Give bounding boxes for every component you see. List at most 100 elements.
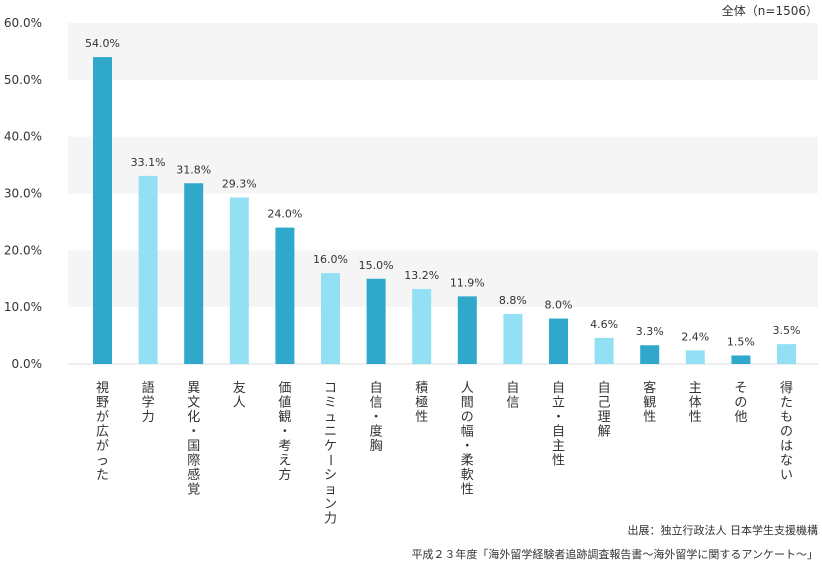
category-char: も (780, 410, 793, 425)
category-char: 信 (370, 396, 383, 411)
category-label: その他 (734, 381, 747, 425)
source-note: 出展：独立行政法人 日本学生支援機構 (627, 524, 819, 537)
bar-value-label: 31.8% (176, 163, 211, 176)
y-tick-label: 0.0% (12, 357, 43, 371)
category-char: 胸 (370, 439, 383, 454)
bar (321, 273, 340, 364)
x-axis-labels: 視野が広がった語学力異文化・国際感覚友人価値観・考え方コミュニケーション力自信・… (96, 380, 793, 527)
bar-value-label: 8.0% (545, 299, 573, 312)
bar-value-label: 16.0% (313, 253, 348, 266)
bar-value-label: 3.5% (773, 324, 801, 337)
category-char: 性 (415, 410, 428, 425)
category-char: え (278, 454, 291, 469)
category-char: 得 (780, 380, 793, 396)
category-label: 自信 (506, 381, 519, 411)
category-label: 積極性 (415, 381, 428, 425)
bar (275, 227, 295, 364)
category-char: 人 (461, 381, 474, 396)
y-tick-label: 20.0% (4, 243, 42, 257)
category-label: 主体性 (689, 381, 702, 425)
category-char: 自 (506, 381, 519, 396)
bar-value-label: 15.0% (359, 259, 394, 272)
category-char: い (780, 468, 793, 483)
bar-value-label: 33.1% (131, 156, 166, 169)
category-char: 視 (96, 381, 109, 396)
y-tick-label: 10.0% (4, 300, 42, 314)
category-char: っ (96, 454, 109, 469)
category-char: 性 (643, 410, 656, 425)
category-char: ・ (552, 410, 565, 425)
category-char: 柔 (461, 454, 474, 469)
category-char: 性 (689, 410, 702, 425)
bars (93, 57, 796, 364)
category-char: 度 (370, 424, 383, 440)
category-char: 際 (187, 454, 200, 469)
category-char: ミ (324, 396, 337, 411)
bar (457, 296, 477, 364)
category-char: 価 (278, 381, 291, 396)
bar-value-label: 4.6% (590, 318, 618, 331)
category-char: 信 (506, 396, 519, 411)
category-char: ・ (461, 439, 474, 454)
category-char: 方 (278, 467, 291, 483)
y-tick-label: 40.0% (4, 130, 42, 144)
category-char: の (734, 396, 747, 411)
bar-value-label: 54.0% (85, 37, 120, 50)
category-char: 軟 (461, 467, 474, 483)
bar (138, 175, 158, 364)
bar (549, 318, 568, 364)
bar-value-label: 13.2% (404, 269, 439, 282)
category-label: 自信・度胸 (370, 381, 383, 454)
category-label: 価値観・考え方 (278, 381, 291, 483)
source-note-detail: 平成２３年度「海外留学経験者追跡調査報告書〜海外留学に関するアンケート〜」 (411, 548, 818, 561)
category-char: 覚 (187, 483, 200, 498)
category-char: 自 (370, 381, 383, 396)
category-label: 友人 (233, 380, 246, 411)
bar (731, 355, 751, 364)
category-char: 国 (187, 439, 200, 454)
category-char: の (780, 425, 793, 440)
category-char: 解 (598, 425, 611, 440)
bar-value-label: 3.3% (636, 325, 664, 338)
category-char: 極 (415, 395, 428, 411)
bar (229, 197, 249, 364)
bar-value-label: 11.9% (450, 276, 485, 289)
total-note: 全体（n=1506） (721, 4, 818, 18)
bar (184, 183, 204, 364)
category-char: コ (324, 381, 337, 396)
category-char: ュ (324, 410, 337, 425)
category-char: 学 (142, 395, 155, 411)
category-char: シ (324, 468, 337, 483)
category-char: 力 (142, 410, 155, 425)
category-char: ニ (324, 425, 337, 440)
category-char: ・ (370, 410, 383, 425)
category-char: 文 (187, 396, 200, 411)
bar (685, 350, 705, 364)
category-char: 客 (643, 380, 656, 396)
bar (777, 344, 796, 364)
category-char: 観 (643, 396, 656, 411)
category-char: 自 (552, 381, 565, 396)
category-char: 値 (278, 395, 291, 411)
category-char: 自 (598, 381, 611, 396)
category-char: 異 (187, 381, 200, 396)
category-char: 友 (233, 380, 246, 396)
category-char: 性 (552, 454, 565, 469)
grid-band (68, 250, 818, 308)
y-tick-label: 60.0% (4, 16, 42, 30)
category-char: ・ (278, 425, 291, 440)
category-char: 他 (734, 410, 747, 425)
bar (93, 57, 112, 364)
category-char: は (780, 439, 793, 454)
bar-value-label: 1.5% (727, 335, 755, 348)
category-char: 自 (552, 425, 565, 440)
category-char: 語 (142, 380, 155, 396)
bar (503, 313, 523, 364)
category-char: 体 (689, 396, 702, 411)
